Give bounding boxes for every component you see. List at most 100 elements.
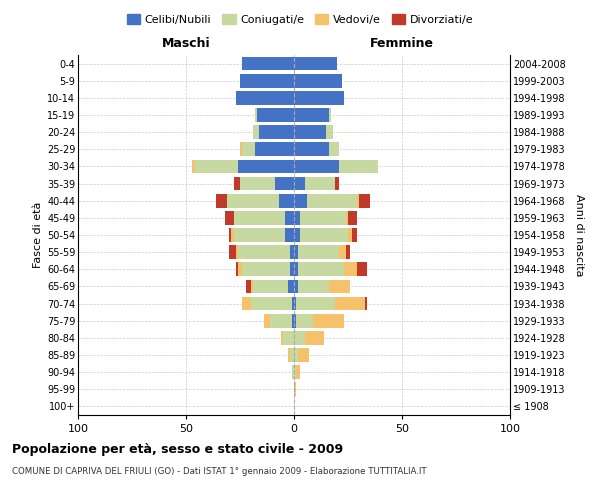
Bar: [232, 228, 233, 242]
Bar: [229, 246, 236, 259]
Bar: [238, 246, 290, 259]
Bar: [348, 228, 352, 242]
Bar: [301, 211, 346, 224]
Bar: [242, 296, 251, 310]
Bar: [294, 108, 329, 122]
Y-axis label: Anni di nascita: Anni di nascita: [574, 194, 584, 276]
Bar: [294, 262, 298, 276]
Bar: [227, 194, 279, 207]
Bar: [294, 176, 305, 190]
Bar: [359, 194, 370, 207]
Bar: [193, 160, 194, 173]
Bar: [298, 348, 309, 362]
Bar: [294, 366, 296, 379]
Bar: [240, 74, 294, 88]
Bar: [251, 296, 292, 310]
Bar: [298, 280, 329, 293]
Bar: [290, 348, 294, 362]
Bar: [292, 314, 294, 328]
Bar: [242, 262, 290, 276]
Bar: [340, 160, 378, 173]
Bar: [294, 314, 296, 328]
Bar: [233, 211, 286, 224]
Bar: [294, 296, 296, 310]
Bar: [352, 228, 356, 242]
Bar: [253, 126, 259, 139]
Legend: Celibi/Nubili, Coniugati/e, Vedovi/e, Divorziati/e: Celibi/Nubili, Coniugati/e, Vedovi/e, Di…: [124, 10, 476, 28]
Bar: [329, 142, 340, 156]
Bar: [287, 280, 294, 293]
Bar: [259, 126, 294, 139]
Bar: [247, 280, 251, 293]
Bar: [251, 280, 253, 293]
Bar: [286, 228, 294, 242]
Bar: [348, 211, 356, 224]
Bar: [326, 126, 333, 139]
Bar: [257, 108, 294, 122]
Bar: [287, 348, 290, 362]
Bar: [281, 331, 283, 344]
Bar: [229, 228, 232, 242]
Bar: [294, 160, 340, 173]
Bar: [294, 194, 307, 207]
Bar: [294, 331, 305, 344]
Bar: [264, 314, 270, 328]
Bar: [329, 280, 350, 293]
Bar: [253, 280, 287, 293]
Bar: [292, 366, 294, 379]
Bar: [340, 246, 346, 259]
Text: Maschi: Maschi: [161, 37, 211, 50]
Bar: [242, 142, 255, 156]
Bar: [346, 246, 350, 259]
Bar: [255, 108, 257, 122]
Bar: [294, 280, 298, 293]
Bar: [329, 108, 331, 122]
Bar: [296, 314, 313, 328]
Bar: [301, 228, 348, 242]
Bar: [294, 228, 301, 242]
Bar: [242, 56, 294, 70]
Bar: [216, 194, 227, 207]
Bar: [236, 91, 294, 104]
Bar: [290, 262, 294, 276]
Bar: [238, 160, 294, 173]
Bar: [283, 331, 294, 344]
Bar: [305, 176, 335, 190]
Bar: [236, 262, 238, 276]
Bar: [307, 194, 356, 207]
Bar: [335, 296, 365, 310]
Bar: [240, 142, 242, 156]
Bar: [279, 194, 294, 207]
Bar: [255, 142, 294, 156]
Bar: [294, 246, 298, 259]
Bar: [286, 211, 294, 224]
Bar: [346, 211, 348, 224]
Bar: [305, 331, 324, 344]
Bar: [356, 194, 359, 207]
Bar: [294, 91, 344, 104]
Bar: [294, 211, 301, 224]
Text: Femmine: Femmine: [370, 37, 434, 50]
Bar: [275, 176, 294, 190]
Bar: [294, 56, 337, 70]
Bar: [335, 176, 340, 190]
Bar: [236, 246, 238, 259]
Bar: [294, 142, 329, 156]
Bar: [225, 211, 233, 224]
Bar: [294, 348, 298, 362]
Bar: [365, 296, 367, 310]
Bar: [233, 176, 240, 190]
Text: COMUNE DI CAPRIVA DEL FRIULI (GO) - Dati ISTAT 1° gennaio 2009 - Elaborazione TU: COMUNE DI CAPRIVA DEL FRIULI (GO) - Dati…: [12, 468, 427, 476]
Bar: [298, 246, 340, 259]
Bar: [344, 262, 356, 276]
Bar: [356, 262, 367, 276]
Bar: [313, 314, 344, 328]
Bar: [296, 296, 335, 310]
Bar: [292, 296, 294, 310]
Bar: [294, 382, 296, 396]
Bar: [294, 74, 341, 88]
Bar: [233, 228, 286, 242]
Bar: [270, 314, 292, 328]
Bar: [298, 262, 344, 276]
Bar: [238, 262, 242, 276]
